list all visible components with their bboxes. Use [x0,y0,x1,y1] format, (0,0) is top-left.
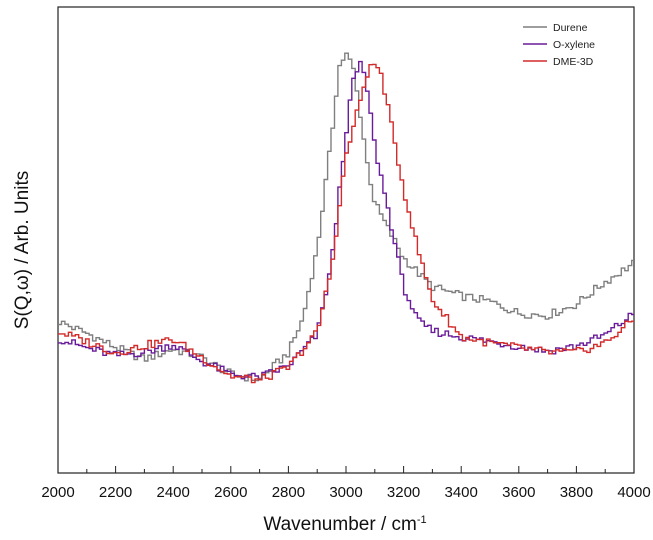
x-tick-label: 2800 [272,484,305,501]
x-tick-labels: 2000 2200 2400 2600 2800 3000 3200 3400 3600 3800… [41,484,650,501]
legend-label: DME-3D [553,56,594,68]
x-tick-label: 2400 [157,484,190,501]
x-axis-label: Wavenumber / cm-1 [263,514,426,535]
x-tick-label: 3000 [329,484,362,501]
x-tick-label: 2600 [214,484,247,501]
x-tick-label: 2000 [41,484,74,501]
x-tick-label: 3600 [502,484,535,501]
x-tick-label: 3800 [560,484,593,501]
x-tick-label: 3400 [445,484,478,501]
legend: Durene O-xylene DME-3D [523,22,595,68]
legend-label: O-xylene [553,39,595,51]
y-axis-label: S(Q,ω) / Arb. Units [12,171,33,329]
series-line-o-xylene [58,60,634,381]
series-layer [58,52,634,384]
legend-label: Durene [553,22,588,34]
x-tick-marks [57,466,635,473]
x-tick-label: 4000 [617,484,650,501]
x-tick-label: 3200 [387,484,420,501]
x-axis-label-text: Wavenumber / cm [263,514,416,535]
x-tick-label: 2200 [99,484,132,501]
series-line-dme-3d [58,63,634,384]
series-line-durene [58,52,634,382]
x-axis-label-superscript: -1 [417,514,427,526]
plot-area [57,6,635,474]
